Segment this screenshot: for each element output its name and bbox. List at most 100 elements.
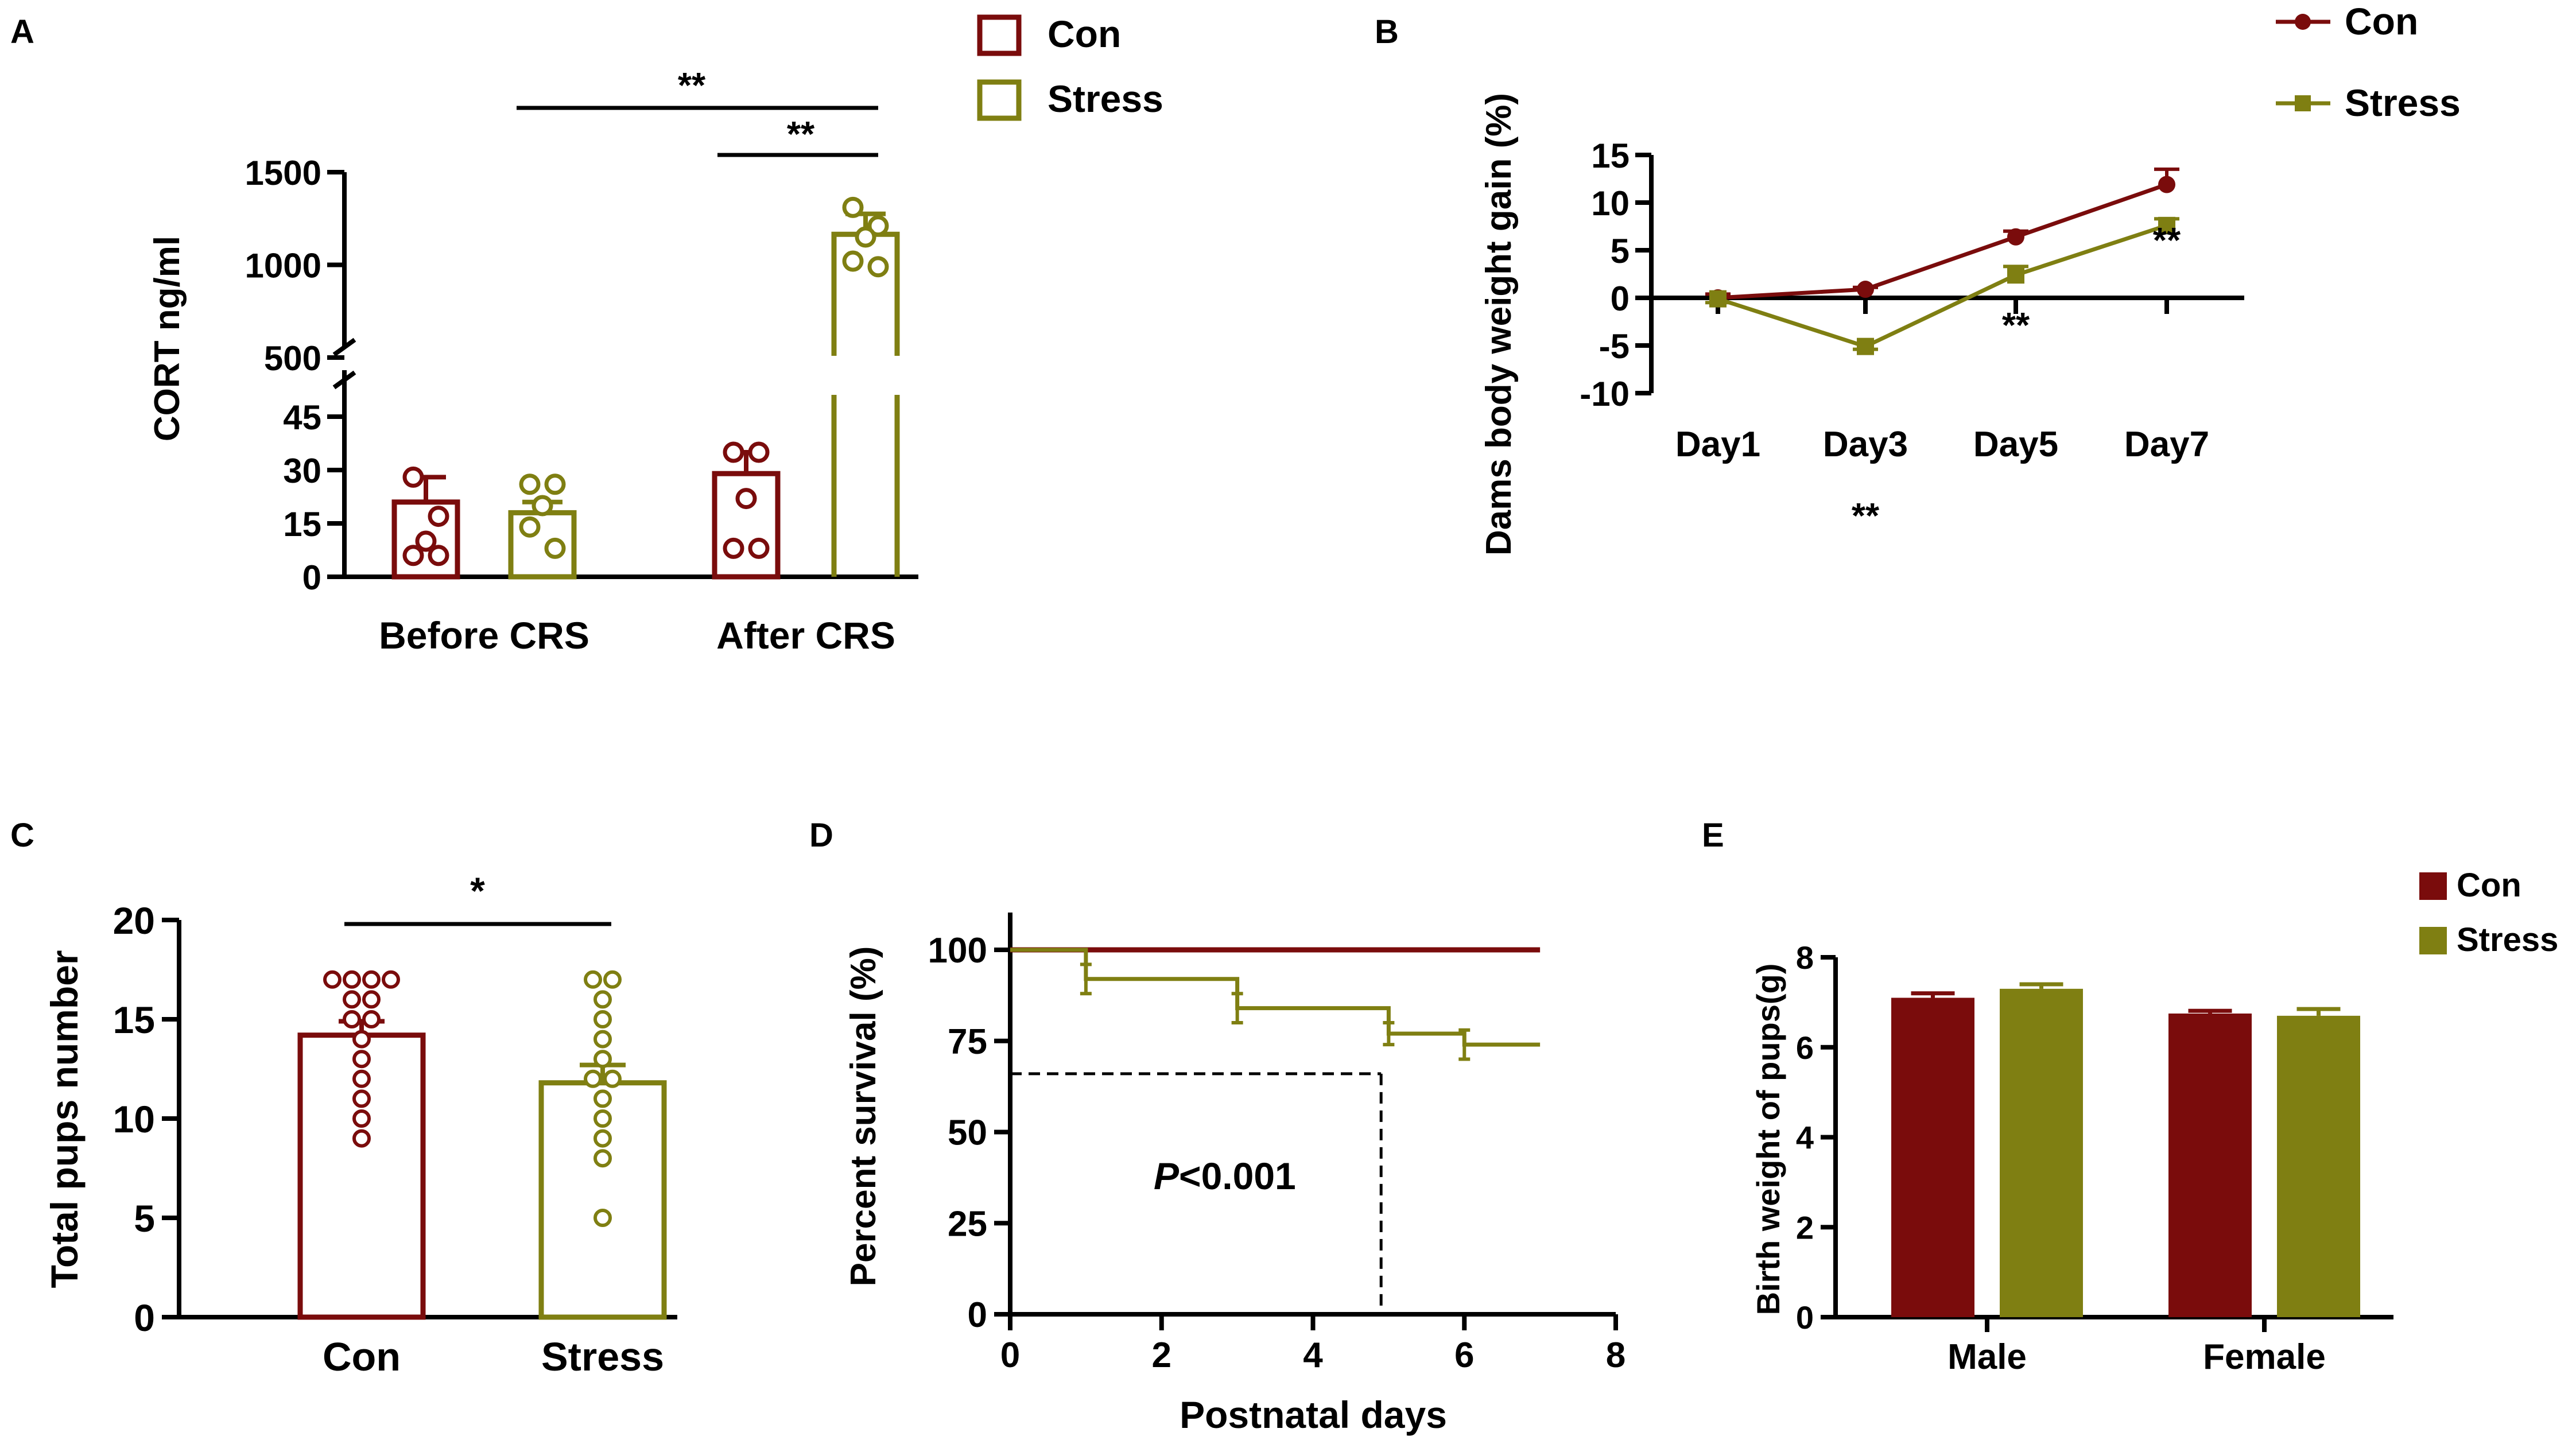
panel-c-y-tick-label: 20 — [113, 899, 155, 942]
panel-e-bar-stress — [2000, 988, 2083, 1317]
panel-a-axis-break-upper — [332, 337, 356, 357]
panel-a-legend-label: Con — [1048, 13, 1121, 55]
panel-c-data-point — [603, 970, 622, 989]
panel-e-legend-swatch-con — [2419, 872, 2447, 900]
panel-b-y-label: Dams body weight gain (%) — [1479, 93, 1519, 556]
panel-c-data-point — [343, 990, 361, 1009]
panel-e-legend-label: Stress — [2457, 921, 2558, 958]
panel-e-y-tick-label: 4 — [1796, 1120, 1814, 1156]
panel-a-data-point — [532, 495, 553, 517]
panel-e-bar-con — [1891, 997, 1974, 1317]
panel-c-data-point — [584, 1069, 602, 1088]
panel-c-data-point — [362, 970, 381, 989]
panel-e-legend-label: Con — [2457, 867, 2521, 904]
panel-b-x-tick-label: Day5 — [1973, 425, 2058, 464]
panel-d-p-letter: P — [1154, 1155, 1180, 1197]
panel-a-axis-break-lower — [332, 370, 356, 390]
panel-e-category-label: Female — [2203, 1337, 2326, 1377]
panel-b-y-tick-label: 0 — [1611, 279, 1630, 318]
panel-d-y-tick-label: 25 — [948, 1204, 987, 1244]
panel-b-x-tick-label: Day3 — [1823, 425, 1908, 464]
panel-c-data-point — [352, 1109, 371, 1128]
panel-d-y-tick-label: 0 — [968, 1295, 987, 1335]
panel-c-data-point — [593, 1209, 612, 1227]
panel-c-y-tick-label: 0 — [134, 1296, 155, 1339]
panel-a-y-tick-label: 500 — [264, 339, 321, 378]
panel-b-y-tick-label: -10 — [1580, 375, 1630, 413]
panel-c-category-label: Con — [323, 1334, 401, 1379]
panel-b-marker-con — [1857, 281, 1874, 298]
panel-c-data-point — [382, 970, 400, 989]
panel-a-y-label: CORT ng/ml — [148, 236, 187, 441]
panel-c-y-tick-label: 5 — [134, 1197, 155, 1240]
panel-a-data-point — [402, 545, 424, 566]
panel-b-legend-label: Stress — [2345, 81, 2461, 124]
panel-b-marker-stress — [1857, 337, 1874, 355]
panel-a-data-point — [428, 506, 449, 527]
panel-a-y-tick-label: 45 — [283, 398, 321, 437]
panel-b-y-tick-label: 5 — [1611, 232, 1630, 270]
panel-d-y-tick-label: 75 — [948, 1022, 987, 1062]
panel-a-legend-swatch-con — [977, 14, 1022, 56]
panel-b-x-tick-label: Day7 — [2124, 425, 2209, 464]
panel-e-y-tick-label: 0 — [1796, 1299, 1814, 1336]
panel-a-data-point — [544, 537, 566, 559]
panel-b-legend-marker-stress — [2295, 95, 2311, 111]
panel-label-a: A — [10, 13, 34, 51]
panel-b-significance-label: ** — [2002, 306, 2030, 345]
panel-d-x-tick-label: 0 — [1000, 1336, 1020, 1375]
panel-a-significance-label: ** — [678, 66, 706, 106]
panel-a-data-point — [544, 473, 566, 495]
panel-c-category-label: Stress — [541, 1334, 664, 1379]
panel-c-data-point — [343, 1010, 361, 1028]
panel-a-significance-label: ** — [787, 115, 815, 154]
panel-c-y-label: Total pups number — [43, 950, 86, 1288]
panel-a-y-tick-label: 30 — [283, 452, 321, 490]
panel-e-y-tick-label: 2 — [1796, 1209, 1814, 1245]
panel-d-p-value: P<0.001 — [1154, 1155, 1296, 1197]
panel-d-x-label: Postnatal days — [1180, 1393, 1447, 1436]
panel-a-legend-swatch-stress — [977, 79, 1022, 121]
panel-e-y-label: Birth weight of pups(g) — [1750, 964, 1786, 1315]
panel-b-marker-con — [2158, 176, 2175, 193]
panel-e-category-label: Male — [1947, 1337, 2027, 1377]
panel-b-significance-label: ** — [2153, 221, 2181, 261]
panel-label-b: B — [1375, 13, 1399, 51]
panel-b-significance-label: ** — [1852, 496, 1880, 536]
panel-a-data-point — [415, 530, 437, 552]
panel-d-y-tick-label: 50 — [948, 1113, 987, 1153]
panel-d-y-label: Percent survival (%) — [844, 946, 883, 1287]
panel-c-data-point — [352, 1089, 371, 1108]
panel-c-data-point — [362, 990, 381, 1009]
panel-a-y-tick-label: 1000 — [245, 247, 321, 285]
panel-b-x-tick-label: Day1 — [1675, 425, 1760, 464]
panel-c-data-point — [352, 1129, 371, 1148]
panel-a-data-point — [748, 537, 770, 559]
panel-e-y-tick-label: 6 — [1796, 1030, 1814, 1066]
panel-a-bar-stress — [831, 231, 900, 577]
panel-b-marker-stress — [2158, 216, 2175, 234]
panel-b-marker-con — [2007, 228, 2024, 246]
panel-c-data-point — [593, 1089, 612, 1108]
panel-a-category-label: After CRS — [716, 614, 895, 657]
panel-e-bar-con — [2168, 1013, 2252, 1317]
panel-a-legend-label: Stress — [1048, 77, 1163, 120]
panel-c-data-point — [584, 970, 602, 989]
panel-c-data-point — [593, 1030, 612, 1049]
panel-c-data-point — [593, 1050, 612, 1069]
panel-b-y-tick-label: 15 — [1591, 137, 1630, 175]
panel-label-c: C — [10, 817, 34, 854]
panel-b-series-line-con — [1717, 183, 2168, 300]
panel-b-marker-stress — [1709, 290, 1727, 308]
panel-c-data-point — [362, 1010, 381, 1028]
panel-a-data-point — [842, 250, 864, 272]
panel-c-data-point — [352, 1050, 371, 1069]
panel-b-y-tick-label: -5 — [1599, 327, 1630, 366]
panel-a-data-point — [723, 441, 744, 463]
panel-a-data-point — [855, 226, 876, 248]
panel-d-p-rest: <0.001 — [1179, 1155, 1296, 1197]
panel-a-data-point — [867, 256, 889, 278]
panel-a-data-point — [402, 466, 424, 488]
panel-d-x-tick-label: 4 — [1303, 1336, 1323, 1375]
